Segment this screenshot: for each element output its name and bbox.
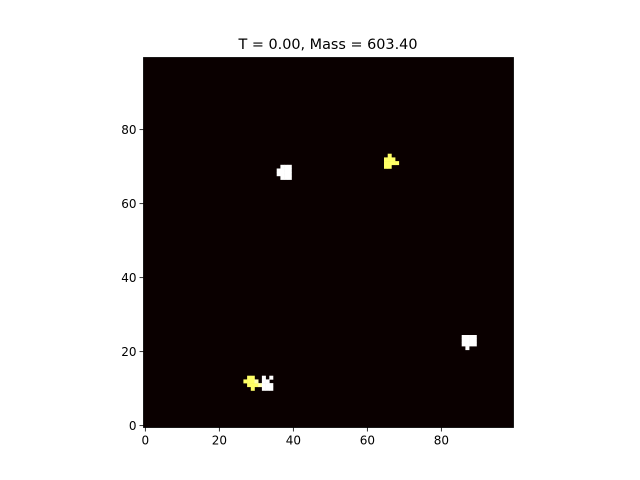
heatmap-cell: [472, 342, 477, 347]
heatmap-cell: [280, 172, 285, 177]
heatmap-cell: [469, 338, 474, 343]
heatmap-cell: [269, 383, 274, 388]
heatmap-cell: [247, 383, 252, 388]
heatmap-cell: [254, 383, 259, 388]
heatmap-cell: [265, 386, 270, 391]
heatmap-cell: [287, 172, 292, 177]
heatmap-cell: [287, 175, 292, 180]
heatmap-cell: [276, 168, 281, 173]
heatmap-cell: [465, 338, 470, 343]
heatmap-cell: [469, 342, 474, 347]
x-axis: 0 20 40 60 80: [142, 427, 449, 448]
heatmap-cell: [269, 375, 274, 380]
x-tick-label: 60: [360, 434, 375, 448]
heatmap-cell: [461, 342, 466, 347]
heatmap-cells: [243, 153, 477, 391]
heatmap-cell: [461, 338, 466, 343]
heatmap-cell: [384, 157, 388, 162]
y-tick-label: 40: [121, 271, 136, 285]
heatmap-cell: [284, 164, 289, 169]
heatmap-cell: [250, 379, 255, 384]
heatmap-cell: [287, 164, 292, 169]
heatmap-cell: [261, 386, 266, 391]
heatmap-cell: [280, 175, 285, 180]
heatmap-cell: [465, 342, 470, 347]
heatmap-cell: [250, 386, 255, 391]
heatmap-cell: [284, 168, 289, 173]
y-tick-label: 20: [121, 345, 136, 359]
heatmap-cell: [465, 335, 470, 339]
heatmap-cell: [387, 161, 392, 166]
y-axis: 0 20 40 60 80: [121, 123, 144, 433]
plot-area: [143, 57, 514, 428]
heatmap-cell: [261, 379, 266, 384]
heatmap-cell: [247, 375, 252, 380]
heatmap-cell: [395, 161, 400, 166]
heatmap-cell: [280, 164, 285, 169]
heatmap-cell: [387, 153, 392, 158]
heatmap-cell: [261, 383, 266, 388]
heatmap-cell: [250, 383, 255, 388]
heatmap-cell: [469, 335, 474, 339]
x-tick-label: 0: [142, 434, 150, 448]
heatmap-cell: [391, 161, 396, 166]
heatmap-cell: [265, 379, 270, 384]
heatmap-cell: [387, 164, 392, 169]
y-tick-label: 0: [129, 419, 137, 433]
heatmap-cell: [472, 338, 477, 343]
heatmap-cell: [265, 383, 270, 388]
axes-frame: [143, 57, 514, 428]
heatmap-cell: [384, 161, 388, 166]
heatmap-cell: [465, 346, 470, 351]
heatmap-cell: [280, 168, 285, 173]
heatmap-cell: [284, 172, 289, 177]
heatmap-cell: [461, 335, 466, 339]
heatmap-cell: [472, 335, 477, 339]
y-tick-label: 80: [121, 123, 136, 137]
heatmap-cell: [254, 379, 259, 384]
y-tick-label: 60: [121, 197, 136, 211]
heatmap-cell: [387, 157, 392, 162]
heatmap-cell: [287, 168, 292, 173]
heatmap-cell: [250, 375, 255, 380]
heatmap-cell: [247, 379, 252, 384]
heatmap-cell: [243, 379, 248, 384]
x-tick-label: 80: [434, 434, 449, 448]
x-tick-label: 40: [286, 434, 301, 448]
chart-title: T = 0.00, Mass = 603.40: [238, 37, 418, 53]
heatmap-cell: [258, 383, 263, 388]
heatmap-cell: [276, 172, 281, 177]
heatmap-cell: [284, 175, 289, 180]
heatmap-cell: [261, 375, 266, 380]
heatmap-cell: [384, 164, 388, 169]
heatmap-cell: [269, 386, 274, 391]
heatmap-background: [143, 57, 514, 428]
x-tick-label: 20: [212, 434, 227, 448]
heatmap-cell: [391, 157, 396, 162]
